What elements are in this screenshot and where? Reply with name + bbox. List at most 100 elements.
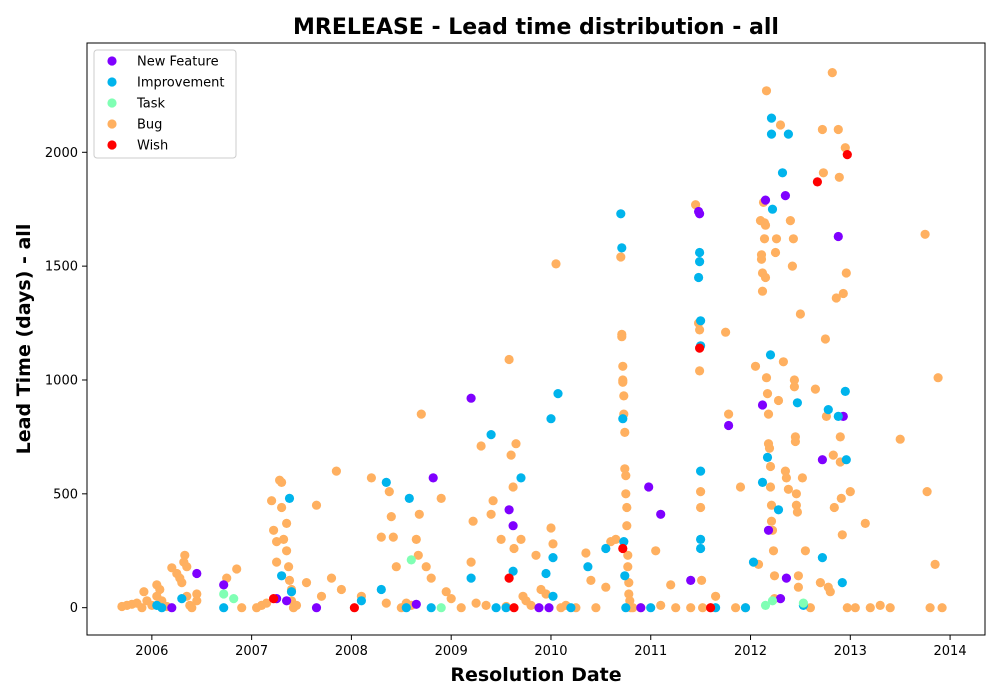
data-point bbox=[646, 603, 656, 613]
data-point bbox=[617, 243, 627, 253]
data-point bbox=[833, 411, 843, 421]
data-point bbox=[504, 354, 514, 365]
data-point bbox=[508, 482, 518, 492]
data-point bbox=[841, 455, 851, 465]
data-point bbox=[766, 113, 777, 123]
data-point bbox=[760, 220, 771, 230]
data-point bbox=[767, 596, 778, 606]
data-point bbox=[933, 373, 943, 383]
data-point bbox=[620, 464, 630, 474]
data-point bbox=[284, 493, 295, 503]
data-point bbox=[827, 68, 837, 78]
data-point bbox=[601, 582, 611, 592]
data-point bbox=[766, 129, 777, 139]
data-point bbox=[491, 603, 501, 613]
data-point bbox=[229, 594, 239, 604]
data-point bbox=[775, 120, 786, 130]
data-point bbox=[800, 546, 811, 556]
x-axis-label: Resolution Date bbox=[450, 664, 621, 686]
data-point bbox=[376, 532, 386, 542]
data-point bbox=[583, 562, 593, 572]
data-point bbox=[620, 571, 630, 581]
data-point bbox=[823, 405, 833, 415]
data-point bbox=[686, 603, 696, 613]
data-point bbox=[922, 487, 932, 497]
data-point bbox=[817, 455, 828, 465]
x-tick-label: 2014 bbox=[934, 644, 967, 659]
data-point bbox=[694, 272, 704, 283]
data-point bbox=[765, 350, 776, 360]
data-point bbox=[376, 584, 386, 595]
legend-box bbox=[93, 49, 237, 159]
data-point bbox=[192, 596, 202, 606]
data-point bbox=[618, 361, 628, 371]
data-point bbox=[666, 580, 676, 590]
data-point bbox=[623, 550, 633, 560]
data-point bbox=[695, 325, 705, 335]
data-point bbox=[731, 603, 741, 613]
legend-marker bbox=[107, 56, 117, 66]
data-point bbox=[401, 603, 411, 613]
data-point bbox=[644, 482, 654, 492]
data-point bbox=[850, 603, 860, 613]
data-point bbox=[787, 261, 798, 271]
data-point bbox=[356, 596, 366, 606]
data-point bbox=[466, 573, 476, 583]
data-point bbox=[765, 482, 776, 492]
data-point bbox=[496, 534, 506, 545]
data-point bbox=[885, 603, 895, 613]
data-point bbox=[721, 327, 731, 337]
data-point bbox=[284, 562, 294, 572]
x-tick-label: 2008 bbox=[335, 644, 368, 659]
data-point bbox=[761, 86, 772, 96]
data-point bbox=[546, 414, 556, 424]
data-point bbox=[842, 150, 852, 160]
data-point bbox=[586, 575, 596, 586]
data-point bbox=[468, 516, 478, 526]
data-point bbox=[797, 473, 808, 483]
data-point bbox=[421, 562, 431, 572]
data-point bbox=[622, 502, 632, 513]
data-point bbox=[845, 487, 855, 497]
data-point bbox=[413, 550, 423, 560]
data-point bbox=[820, 334, 831, 344]
data-point bbox=[760, 600, 771, 611]
data-point bbox=[566, 603, 576, 613]
data-point bbox=[384, 487, 394, 497]
data-point bbox=[781, 573, 792, 583]
data-point bbox=[805, 603, 816, 613]
data-point bbox=[192, 568, 202, 579]
data-point bbox=[756, 254, 767, 264]
legend-label: Improvement bbox=[137, 76, 224, 91]
data-point bbox=[548, 539, 558, 549]
data-point bbox=[840, 386, 850, 396]
data-point bbox=[636, 603, 646, 613]
data-point bbox=[441, 587, 451, 597]
data-point bbox=[793, 571, 804, 581]
data-point bbox=[616, 252, 626, 262]
data-point bbox=[780, 466, 791, 476]
data-point bbox=[388, 532, 398, 542]
data-point bbox=[282, 596, 292, 606]
data-point bbox=[724, 420, 734, 431]
series-new-feature bbox=[167, 191, 848, 613]
data-point bbox=[541, 568, 551, 579]
data-point bbox=[795, 309, 806, 319]
data-point bbox=[180, 550, 190, 560]
data-point bbox=[279, 534, 289, 545]
data-point bbox=[601, 543, 611, 554]
data-point bbox=[696, 543, 706, 554]
data-point bbox=[695, 366, 705, 376]
data-point bbox=[762, 452, 773, 462]
data-point bbox=[628, 603, 638, 613]
data-point bbox=[531, 550, 541, 560]
data-point bbox=[767, 204, 778, 214]
data-point bbox=[406, 555, 416, 565]
data-point bbox=[836, 493, 846, 503]
data-point bbox=[301, 578, 312, 588]
data-point bbox=[553, 389, 563, 399]
data-point bbox=[775, 594, 786, 604]
data-point bbox=[920, 229, 930, 239]
data-point bbox=[511, 439, 521, 449]
